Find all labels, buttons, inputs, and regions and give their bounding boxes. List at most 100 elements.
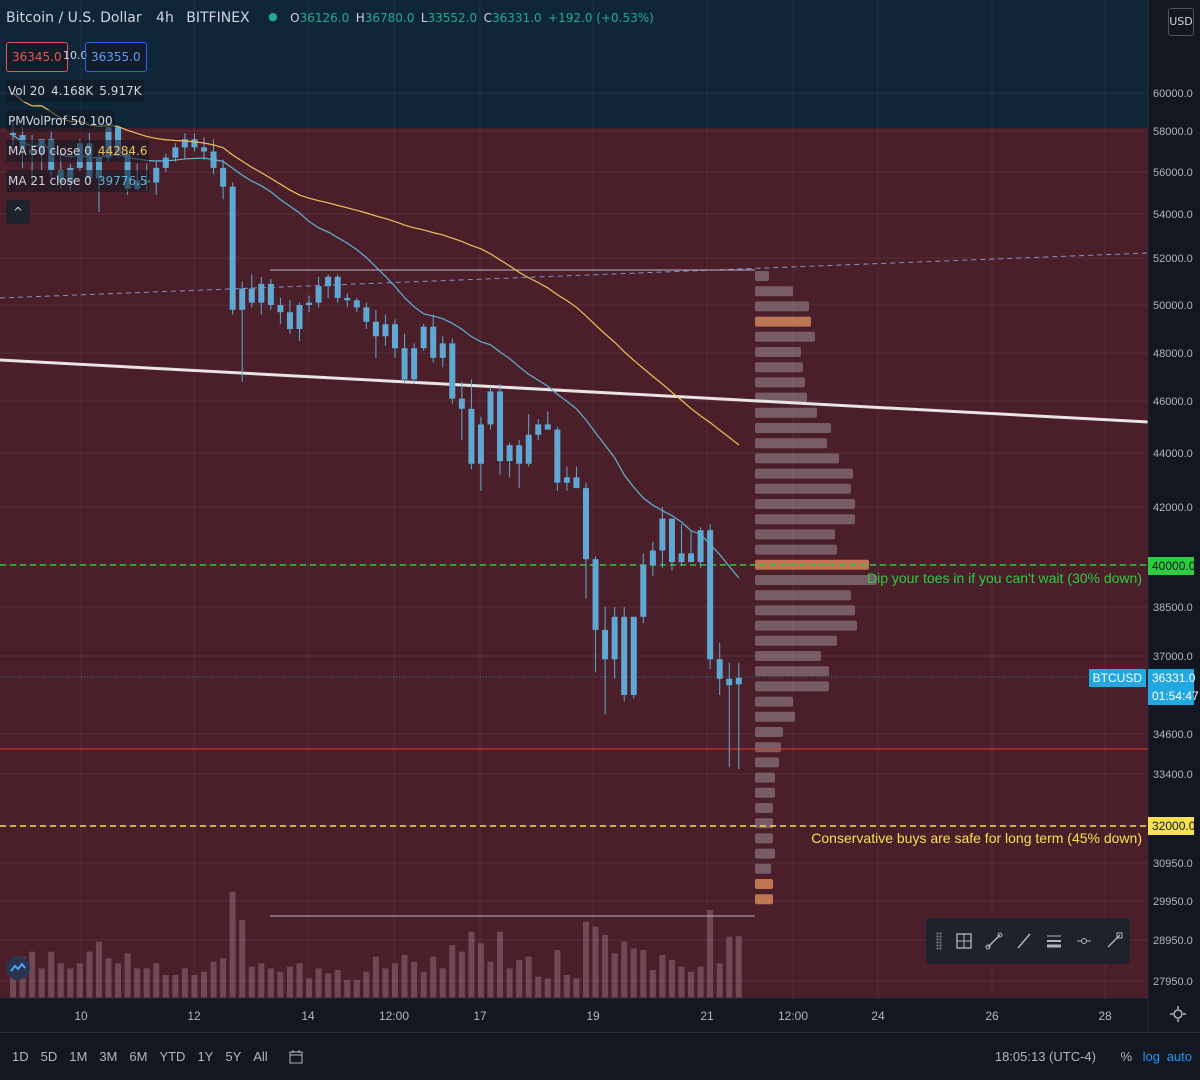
volume-profile-row bbox=[755, 757, 779, 768]
collapse-legend-button[interactable]: ^ bbox=[6, 200, 30, 224]
candle-body bbox=[506, 445, 513, 462]
indicator-value: 4.168K bbox=[51, 84, 94, 98]
line-style-button[interactable] bbox=[1010, 926, 1039, 956]
range-1d-button[interactable]: 1D bbox=[12, 1049, 29, 1064]
buy-button[interactable]: 36355.0 bbox=[85, 42, 147, 72]
volume-profile-row bbox=[755, 879, 773, 889]
price-tick-label: 33400.0 bbox=[1153, 769, 1193, 781]
candle-body bbox=[420, 326, 427, 349]
volume-bar bbox=[497, 931, 504, 998]
volume-bar bbox=[382, 968, 389, 998]
more-settings-button[interactable] bbox=[1100, 926, 1129, 956]
indicator-volume-profile[interactable]: PMVolProf 50 100 bbox=[6, 110, 115, 132]
price-tick-label: 34600.0 bbox=[1153, 729, 1193, 741]
drag-handle[interactable] bbox=[936, 932, 942, 950]
range-all-button[interactable]: All bbox=[253, 1049, 268, 1064]
log-scale-button[interactable]: log bbox=[1142, 1049, 1160, 1064]
volume-bar bbox=[640, 950, 647, 998]
volume-profile-row bbox=[755, 651, 821, 661]
time-tick-label: 10 bbox=[74, 1009, 88, 1023]
volume-bar bbox=[573, 978, 580, 998]
volume-bar bbox=[688, 971, 695, 998]
volume-bar bbox=[286, 966, 293, 998]
candle-body bbox=[544, 424, 551, 430]
volume-bar bbox=[668, 960, 675, 998]
time-tick-label: 24 bbox=[871, 1009, 885, 1023]
low-value: 33552.0 bbox=[427, 11, 478, 25]
volume-profile-row bbox=[755, 544, 837, 555]
volume-profile-row bbox=[755, 696, 793, 707]
tradingview-logo[interactable] bbox=[6, 956, 30, 980]
candle-body bbox=[334, 276, 341, 298]
clock-readout[interactable]: 18:05:13 (UTC-4) bbox=[994, 1049, 1096, 1064]
auto-scale-button[interactable]: auto bbox=[1166, 1049, 1192, 1064]
volume-bar bbox=[592, 926, 599, 998]
range-5y-button[interactable]: 5Y bbox=[225, 1049, 242, 1064]
yellow-level-note[interactable]: Conservative buys are safe for long term… bbox=[811, 830, 1142, 846]
volume-bar bbox=[105, 958, 112, 998]
range-ytd-button[interactable]: YTD bbox=[159, 1049, 186, 1064]
volume-bar bbox=[38, 968, 45, 998]
volume-profile-row bbox=[755, 271, 769, 281]
price-tick-label: 58000.0 bbox=[1153, 126, 1193, 138]
volume-bar bbox=[602, 935, 609, 998]
candle-body bbox=[697, 530, 704, 563]
line-width-icon bbox=[1047, 935, 1062, 948]
range-6m-button[interactable]: 6M bbox=[129, 1049, 148, 1064]
green-level-note[interactable]: Dip your toes in if you can't wait (30% … bbox=[866, 570, 1142, 586]
time-tick-label: 26 bbox=[985, 1009, 999, 1023]
volume-profile-row bbox=[755, 772, 775, 783]
volume-bar bbox=[411, 961, 418, 998]
candle-body bbox=[716, 659, 723, 679]
time-axis[interactable]: 10 12 14 12:00 17 19 21 12:00 24 26 28 bbox=[0, 997, 1148, 1023]
indicator-ma21[interactable]: MA 21 close 0 39776.5 bbox=[6, 170, 150, 192]
volume-bar bbox=[210, 961, 217, 998]
symbol-legend[interactable]: Bitcoin / U.S. Dollar 4h BITFINEX ● O361… bbox=[6, 10, 656, 26]
symbol-title[interactable]: Bitcoin / U.S. Dollar bbox=[6, 10, 142, 26]
indicator-value: 39776.5 bbox=[97, 174, 148, 188]
change-value: +192.0 (+0.53%) bbox=[548, 11, 654, 25]
candle-body bbox=[277, 305, 284, 313]
white-trendline bbox=[0, 358, 1149, 424]
price-axis-panel bbox=[1148, 0, 1200, 1032]
range-5d-button[interactable]: 5D bbox=[40, 1049, 58, 1064]
bar-countdown: 01:54:47 bbox=[1148, 687, 1199, 705]
volume-bar bbox=[611, 953, 618, 998]
line-width-button[interactable] bbox=[1040, 926, 1069, 956]
indicator-name: PMVolProf 50 100 bbox=[8, 114, 113, 128]
calendar-icon[interactable] bbox=[288, 1049, 304, 1065]
line-endpoints-button[interactable] bbox=[1070, 926, 1099, 956]
currency-unit-button[interactable]: USD bbox=[1168, 8, 1194, 36]
range-1m-button[interactable]: 1M bbox=[69, 1049, 88, 1064]
volume-profile-row bbox=[755, 635, 837, 646]
line-tool-color-button[interactable] bbox=[980, 926, 1009, 956]
candle-body bbox=[95, 157, 102, 179]
interval-label[interactable]: 4h bbox=[156, 10, 174, 26]
high-value: 36780.0 bbox=[364, 11, 415, 25]
price-tick-label: 27950.0 bbox=[1153, 976, 1193, 988]
volume-profile-row bbox=[755, 787, 775, 798]
volume-bar bbox=[57, 963, 64, 998]
volume-bar bbox=[525, 956, 532, 998]
percent-scale-button[interactable]: % bbox=[1120, 1049, 1132, 1064]
sell-button[interactable]: 36345.0 bbox=[6, 42, 68, 72]
drawing-toolbar[interactable] bbox=[926, 918, 1130, 964]
indicator-volume[interactable]: Vol 20 4.168K 5.917K bbox=[6, 80, 144, 102]
candle-body bbox=[726, 678, 733, 686]
volume-bar bbox=[220, 958, 227, 998]
range-3m-button[interactable]: 3M bbox=[99, 1049, 118, 1064]
close-value: 36331.0 bbox=[491, 11, 542, 25]
volume-bar bbox=[535, 976, 542, 998]
range-1y-button[interactable]: 1Y bbox=[197, 1049, 214, 1064]
indicator-ma50[interactable]: MA 50 close 0 44284.6 bbox=[6, 140, 150, 162]
gear-icon[interactable] bbox=[1170, 1006, 1186, 1022]
last-price-tag: 36331.0 bbox=[1148, 669, 1195, 687]
candle-body bbox=[525, 434, 532, 464]
volume-bar bbox=[334, 970, 341, 998]
volume-bar bbox=[735, 936, 742, 998]
volume-bar bbox=[630, 948, 637, 998]
trend-lines bbox=[0, 252, 1149, 917]
volume-profile-row bbox=[755, 301, 809, 312]
template-button[interactable] bbox=[950, 926, 979, 956]
